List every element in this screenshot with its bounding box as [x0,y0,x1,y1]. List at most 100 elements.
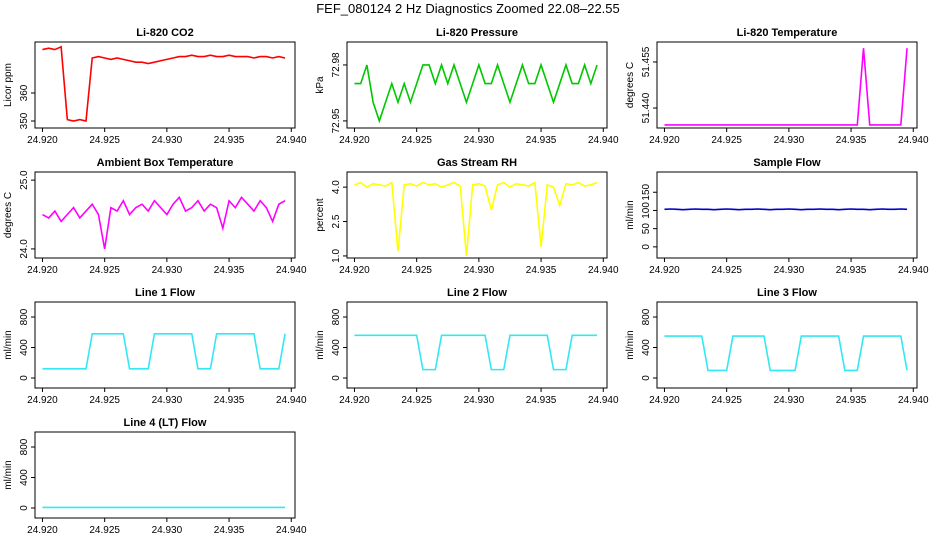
x-tick-label: 24.925 [401,265,432,276]
y-tick-label: 0 [331,375,342,381]
panel-title: Sample Flow [753,157,821,169]
x-tick-label: 24.920 [339,265,370,276]
x-tick-label: 24.930 [152,265,183,276]
y-tick-label: 800 [19,308,30,325]
y-axis-label: ml/min [3,330,14,359]
y-tick-label: 24.0 [19,239,30,259]
y-tick-label: 72.95 [331,108,342,133]
x-tick-label: 24.930 [774,395,805,406]
data-line [42,45,286,122]
y-tick-label: 150 [641,183,652,200]
x-tick-label: 24.925 [89,135,120,146]
y-axis-label: Licor ppm [3,63,14,107]
x-tick-label: 24.935 [214,395,245,406]
panel-title: Gas Stream RH [437,157,517,169]
x-tick-label: 24.935 [836,135,867,146]
x-tick-label: 24.940 [588,395,619,406]
y-axis-label: ml/min [315,330,326,359]
x-tick-label: 24.920 [649,395,680,406]
x-tick-label: 24.920 [27,265,58,276]
x-tick-label: 24.925 [401,395,432,406]
y-tick-label: 360 [19,84,30,101]
data-line [664,208,908,211]
x-tick-label: 24.940 [898,395,929,406]
x-tick-label: 24.935 [836,395,867,406]
plot-frame [346,171,608,259]
panel-title: Li-820 Temperature [737,27,838,39]
plot-frame [34,41,296,129]
x-tick-label: 24.930 [152,395,183,406]
data-line [42,332,286,370]
x-tick-label: 24.935 [214,135,245,146]
x-tick-label: 24.920 [339,395,370,406]
x-tick-label: 24.930 [464,395,495,406]
plot-frame [34,171,296,259]
x-tick-label: 24.940 [588,265,619,276]
y-tick-label: 1.0 [331,249,342,263]
plot-frame [656,171,918,259]
x-tick-label: 24.925 [89,265,120,276]
x-tick-label: 24.930 [464,265,495,276]
plot-frame [656,41,918,129]
y-tick-label: 100 [641,202,652,219]
x-tick-label: 24.935 [526,395,557,406]
x-tick-label: 24.920 [27,135,58,146]
y-axis-label: degrees C [625,62,636,108]
plot-frame [34,431,296,519]
x-tick-label: 24.935 [526,135,557,146]
data-line [42,195,286,250]
x-tick-label: 24.940 [588,135,619,146]
plot-frame [34,301,296,389]
data-line [664,48,908,126]
y-tick-label: 0 [641,375,652,381]
y-axis-label: ml/min [3,460,14,489]
plot-frame [346,301,608,389]
y-axis-label: kPa [315,76,326,94]
y-axis-label: degrees C [3,192,14,238]
x-tick-label: 24.930 [464,135,495,146]
x-tick-label: 24.925 [89,525,120,536]
panel-title: Ambient Box Temperature [97,157,234,169]
y-tick-label: 0 [641,244,652,250]
y-tick-label: 800 [331,308,342,325]
x-tick-label: 24.925 [401,135,432,146]
y-tick-label: 72.98 [331,52,342,77]
panel-title: Line 1 Flow [135,287,195,299]
data-line [354,181,598,257]
x-tick-label: 24.930 [152,135,183,146]
y-tick-label: 51.455 [641,46,652,77]
x-tick-label: 24.920 [339,135,370,146]
y-tick-label: 400 [19,469,30,486]
x-tick-label: 24.940 [276,135,307,146]
x-tick-label: 24.930 [152,525,183,536]
x-tick-label: 24.940 [898,135,929,146]
panel-title: Li-820 CO2 [136,27,193,39]
x-tick-label: 24.935 [214,265,245,276]
x-tick-label: 24.920 [649,265,680,276]
data-line [354,334,598,371]
data-line [354,62,598,124]
x-tick-label: 24.920 [649,135,680,146]
y-tick-label: 25.0 [19,170,30,190]
x-tick-label: 24.925 [89,395,120,406]
y-axis-label: percent [315,198,326,232]
x-tick-label: 24.940 [898,265,929,276]
plot-frame [346,41,608,129]
y-tick-label: 800 [19,438,30,455]
y-tick-label: 350 [19,112,30,129]
data-line [664,335,908,372]
x-tick-label: 24.925 [711,265,742,276]
x-tick-label: 24.920 [27,525,58,536]
page-title: FEF_080124 2 Hz Diagnostics Zoomed 22.08… [316,1,620,16]
x-tick-label: 24.940 [276,525,307,536]
x-tick-label: 24.925 [711,395,742,406]
plot-frame [656,301,918,389]
y-tick-label: 0 [19,505,30,511]
x-tick-label: 24.930 [774,265,805,276]
y-tick-label: 2.5 [331,214,342,228]
y-tick-label: 800 [641,308,652,325]
y-tick-label: 400 [331,339,342,356]
x-tick-label: 24.930 [774,135,805,146]
y-tick-label: 50 [641,223,652,235]
